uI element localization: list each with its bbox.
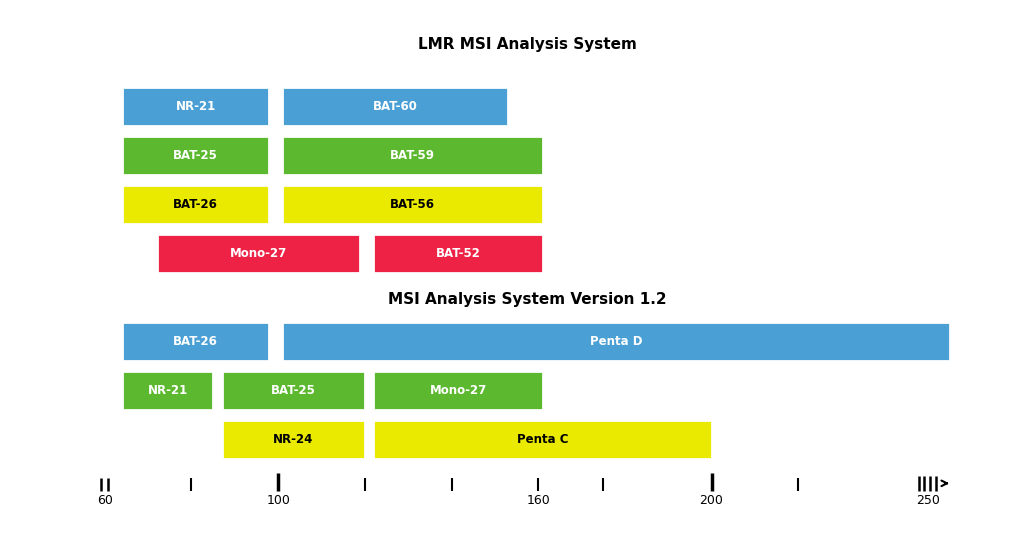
- FancyBboxPatch shape: [122, 136, 269, 175]
- Text: 100: 100: [266, 494, 290, 507]
- FancyBboxPatch shape: [122, 322, 269, 360]
- Text: Mono-27: Mono-27: [230, 247, 288, 260]
- Text: MSI Analysis System Version 1.2: MSI Analysis System Version 1.2: [388, 292, 667, 307]
- FancyBboxPatch shape: [283, 185, 543, 224]
- Text: 160: 160: [526, 494, 550, 507]
- Text: Mono-27: Mono-27: [429, 384, 486, 397]
- FancyBboxPatch shape: [222, 420, 365, 459]
- Text: NR-21: NR-21: [147, 384, 187, 397]
- FancyBboxPatch shape: [283, 87, 508, 126]
- Text: BAT-25: BAT-25: [173, 149, 218, 162]
- Text: BAT-26: BAT-26: [173, 335, 218, 348]
- FancyBboxPatch shape: [374, 234, 543, 273]
- FancyBboxPatch shape: [122, 87, 269, 126]
- Text: BAT-52: BAT-52: [435, 247, 480, 260]
- Text: NR-21: NR-21: [176, 100, 216, 113]
- Text: 200: 200: [699, 494, 724, 507]
- Text: 250: 250: [916, 494, 940, 507]
- Text: BAT-26: BAT-26: [173, 198, 218, 211]
- FancyBboxPatch shape: [283, 322, 950, 360]
- Text: Penta C: Penta C: [517, 433, 568, 446]
- Text: NR-24: NR-24: [273, 433, 313, 446]
- FancyBboxPatch shape: [283, 136, 543, 175]
- FancyBboxPatch shape: [122, 371, 213, 410]
- Text: LMR MSI Analysis System: LMR MSI Analysis System: [418, 37, 637, 52]
- FancyBboxPatch shape: [222, 371, 365, 410]
- Text: 60: 60: [97, 494, 113, 507]
- FancyBboxPatch shape: [374, 371, 543, 410]
- FancyBboxPatch shape: [157, 234, 360, 273]
- Text: BAT-56: BAT-56: [390, 198, 435, 211]
- Text: Penta D: Penta D: [590, 335, 642, 348]
- Text: BAT-60: BAT-60: [373, 100, 418, 113]
- FancyBboxPatch shape: [374, 420, 712, 459]
- Text: BAT-59: BAT-59: [390, 149, 435, 162]
- FancyBboxPatch shape: [122, 185, 269, 224]
- Text: BAT-25: BAT-25: [271, 384, 315, 397]
